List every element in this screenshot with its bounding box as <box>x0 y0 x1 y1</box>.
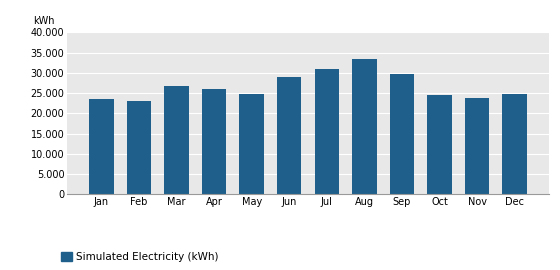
Bar <box>502 94 527 194</box>
Bar <box>277 77 301 194</box>
Bar <box>390 74 414 194</box>
Bar <box>164 86 189 194</box>
Bar <box>89 99 114 194</box>
Text: kWh: kWh <box>34 16 55 26</box>
Bar <box>240 94 264 194</box>
Bar <box>202 89 226 194</box>
Bar <box>465 98 489 194</box>
Bar <box>427 95 452 194</box>
Legend: Simulated Electricity (kWh): Simulated Electricity (kWh) <box>61 252 218 262</box>
Bar <box>352 59 376 194</box>
Bar <box>315 69 339 194</box>
Bar <box>127 101 151 194</box>
